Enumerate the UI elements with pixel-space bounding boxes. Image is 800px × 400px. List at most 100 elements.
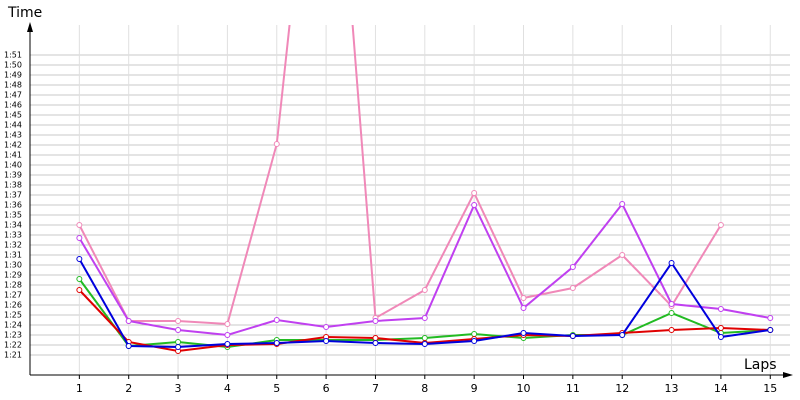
point	[471, 190, 478, 196]
point	[273, 141, 280, 147]
x-tick-label: 9	[471, 382, 478, 395]
y-tick-label: 1:36	[4, 201, 22, 210]
point	[471, 331, 478, 337]
y-tick-label: 1:39	[4, 171, 22, 180]
y-tick-label: 1:45	[4, 111, 22, 120]
y-tick-label: 1:38	[4, 181, 22, 190]
x-tick-label: 2	[125, 382, 132, 395]
point	[421, 341, 428, 347]
point	[175, 327, 182, 333]
y-tick-label: 1:35	[4, 211, 22, 220]
y-tick-label: 1:37	[4, 191, 22, 200]
x-tick-label: 11	[566, 382, 580, 395]
point	[520, 330, 527, 336]
point	[717, 306, 724, 312]
y-tick-label: 1:27	[4, 291, 22, 300]
y-arrow	[27, 22, 33, 32]
point	[273, 340, 280, 346]
point	[323, 338, 330, 344]
point	[372, 335, 379, 341]
y-tick-label: 1:44	[4, 121, 22, 130]
point	[125, 318, 132, 324]
x-tick-label: 13	[665, 382, 679, 395]
y-axis-label: Time	[7, 5, 42, 21]
point	[767, 315, 774, 321]
point	[323, 324, 330, 330]
x-tick-label: 15	[763, 382, 777, 395]
y-tick-label: 1:46	[4, 101, 22, 110]
point	[175, 344, 182, 350]
point	[471, 202, 478, 208]
point	[717, 222, 724, 228]
point	[76, 256, 83, 262]
x-tick-label: 10	[517, 382, 531, 395]
y-tick-label: 1:22	[4, 341, 22, 350]
x-tick-label: 14	[714, 382, 728, 395]
y-tick-label: 1:26	[4, 301, 22, 310]
point	[520, 295, 527, 301]
point	[421, 335, 428, 341]
y-tick-label: 1:28	[4, 281, 22, 290]
point	[76, 235, 83, 241]
point	[421, 315, 428, 321]
point	[619, 252, 626, 258]
x-tick-label: 5	[273, 382, 280, 395]
point	[372, 318, 379, 324]
y-tick-label: 1:42	[4, 141, 22, 150]
y-tick-label: 1:32	[4, 241, 22, 250]
y-tick-label: 1:34	[4, 221, 22, 230]
point	[273, 317, 280, 323]
point	[224, 341, 231, 347]
y-tick-label: 1:49	[4, 71, 22, 80]
x-tick-label: 12	[615, 382, 629, 395]
point	[767, 327, 774, 333]
x-arrow	[783, 372, 793, 378]
series-line	[78, 25, 722, 326]
x-tick-label: 6	[323, 382, 330, 395]
x-axis-label: Laps	[744, 357, 777, 373]
y-tick-label: 1:21	[4, 351, 22, 360]
y-tick-label: 1:48	[4, 81, 22, 90]
plot-area	[76, 25, 774, 354]
x-tick-label: 4	[224, 382, 231, 395]
x-tick-label: 1	[76, 382, 83, 395]
point	[717, 334, 724, 340]
point	[717, 325, 724, 331]
point	[421, 287, 428, 293]
y-tick-label: 1:31	[4, 251, 22, 260]
point	[668, 310, 675, 316]
point	[76, 222, 83, 228]
point	[125, 343, 132, 349]
point	[76, 287, 83, 293]
y-tick-label: 1:41	[4, 151, 22, 160]
point	[471, 338, 478, 344]
point	[569, 264, 576, 270]
point	[372, 340, 379, 346]
x-tick-label: 8	[421, 382, 428, 395]
y-tick-label: 1:50	[4, 61, 22, 70]
point	[224, 332, 231, 338]
y-tick-label: 1:29	[4, 271, 22, 280]
x-tick-label: 7	[372, 382, 379, 395]
point	[175, 318, 182, 324]
point	[569, 285, 576, 291]
y-tick-label: 1:33	[4, 231, 22, 240]
y-tick-label: 1:51	[4, 51, 22, 60]
point	[569, 333, 576, 339]
x-tick-label: 3	[175, 382, 182, 395]
y-tick-label: 1:43	[4, 131, 22, 140]
point	[224, 321, 231, 327]
point	[668, 327, 675, 333]
y-tick-label: 1:23	[4, 331, 22, 340]
point	[76, 276, 83, 282]
point	[668, 301, 675, 307]
y-tick-label: 1:25	[4, 311, 22, 320]
y-tick-label: 1:40	[4, 161, 22, 170]
point	[619, 332, 626, 338]
y-tick-label: 1:47	[4, 91, 22, 100]
point	[619, 201, 626, 207]
grid	[30, 25, 790, 375]
point	[175, 339, 182, 345]
y-tick-label: 1:30	[4, 261, 22, 270]
